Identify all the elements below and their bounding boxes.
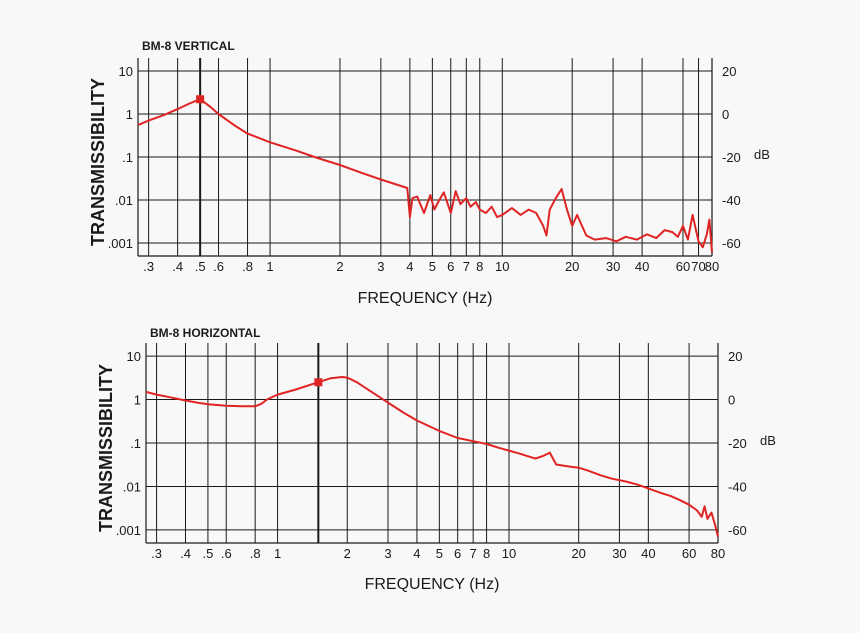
x-tick-label: .6 bbox=[213, 259, 224, 274]
y-right-tick-label: -20 bbox=[728, 436, 747, 451]
x-tick-label: .5 bbox=[203, 546, 214, 561]
chart-horizontal: BM-8 HORIZONTAL.3.4.5.6.8 1 2 3 4 5 6 7 8 10 20 30 4… bbox=[96, 326, 776, 593]
x-tick-label: 60 bbox=[676, 259, 690, 274]
y-left-tick-label: 1 bbox=[134, 393, 141, 408]
y-right-tick-label: -60 bbox=[728, 523, 747, 538]
y-left-tick-label: 10 bbox=[119, 64, 133, 79]
x-tick-label: 6 bbox=[447, 259, 454, 274]
x-tick-label: 20 bbox=[565, 259, 579, 274]
x-tick-label: 1 bbox=[274, 546, 281, 561]
x-tick-label: 7 bbox=[470, 546, 477, 561]
x-tick-label: 2 bbox=[336, 259, 343, 274]
peak-marker bbox=[196, 95, 205, 104]
x-tick-label: 7 bbox=[463, 259, 470, 274]
y-right-tick-label: -40 bbox=[728, 479, 747, 494]
y-right-tick-label: 20 bbox=[722, 64, 736, 79]
x-tick-label: 2 bbox=[344, 546, 351, 561]
y-left-tick-label: .001 bbox=[116, 523, 141, 538]
x-tick-label: 40 bbox=[635, 259, 649, 274]
chart-vertical: BM-8 VERTICAL.3.4.5.6.8 1 2 3 4 5 6 7 8 10 20 30 40 6… bbox=[88, 39, 770, 307]
y-right-unit: dB bbox=[754, 147, 770, 162]
x-tick-label: .3 bbox=[151, 546, 162, 561]
x-tick-label: 70 bbox=[691, 259, 705, 274]
y-right-tick-label: 20 bbox=[728, 349, 742, 364]
y-right-tick-label: -20 bbox=[722, 150, 741, 165]
x-tick-label: 8 bbox=[476, 259, 483, 274]
y-left-tick-label: .01 bbox=[115, 193, 133, 208]
x-tick-label: .4 bbox=[180, 546, 191, 561]
y-left-tick-label: 10 bbox=[127, 349, 141, 364]
y-left-tick-label: .1 bbox=[122, 150, 133, 165]
x-tick-label: 30 bbox=[612, 546, 626, 561]
x-tick-label: 20 bbox=[571, 546, 585, 561]
x-tick-label: 80 bbox=[711, 546, 725, 561]
chart-title: BM-8 HORIZONTAL bbox=[150, 326, 260, 340]
x-tick-label: 1 bbox=[266, 259, 273, 274]
x-tick-label: 5 bbox=[436, 546, 443, 561]
x-tick-label: 5 bbox=[429, 259, 436, 274]
x-tick-label: 4 bbox=[406, 259, 413, 274]
x-tick-label: .3 bbox=[143, 259, 154, 274]
x-tick-label: 40 bbox=[641, 546, 655, 561]
series-line bbox=[145, 376, 719, 537]
y-right-unit: dB bbox=[760, 433, 776, 448]
x-tick-label: 80 bbox=[705, 259, 719, 274]
series-line bbox=[137, 98, 713, 253]
y-left-tick-label: 1 bbox=[126, 107, 133, 122]
x-tick-label: 60 bbox=[682, 546, 696, 561]
x-tick-label: .4 bbox=[172, 259, 183, 274]
x-tick-label: .5 bbox=[195, 259, 206, 274]
y-axis-label: TRANSMISSIBILITY bbox=[96, 364, 116, 532]
x-axis-label: FREQUENCY (Hz) bbox=[365, 576, 500, 593]
chart-title: BM-8 VERTICAL bbox=[142, 39, 235, 53]
y-right-tick-label: -40 bbox=[722, 193, 741, 208]
x-tick-label: 6 bbox=[454, 546, 461, 561]
x-tick-label: 8 bbox=[483, 546, 490, 561]
x-tick-label: .8 bbox=[250, 546, 261, 561]
x-tick-label: .8 bbox=[242, 259, 253, 274]
x-tick-label: 3 bbox=[384, 546, 391, 561]
y-left-tick-label: .1 bbox=[130, 436, 141, 451]
y-right-tick-label: -60 bbox=[722, 236, 741, 251]
x-tick-label: 10 bbox=[495, 259, 509, 274]
x-axis-label: FREQUENCY (Hz) bbox=[358, 290, 493, 307]
y-right-tick-label: 0 bbox=[722, 107, 729, 122]
x-tick-label: 30 bbox=[606, 259, 620, 274]
x-tick-label: .6 bbox=[221, 546, 232, 561]
y-axis-label: TRANSMISSIBILITY bbox=[88, 78, 108, 246]
peak-marker bbox=[314, 378, 323, 387]
y-right-tick-label: 0 bbox=[728, 393, 735, 408]
y-left-tick-label: .001 bbox=[108, 236, 133, 251]
y-left-tick-label: .01 bbox=[123, 479, 141, 494]
x-tick-label: 10 bbox=[502, 546, 516, 561]
x-tick-label: 3 bbox=[377, 259, 384, 274]
x-tick-label: 4 bbox=[413, 546, 420, 561]
